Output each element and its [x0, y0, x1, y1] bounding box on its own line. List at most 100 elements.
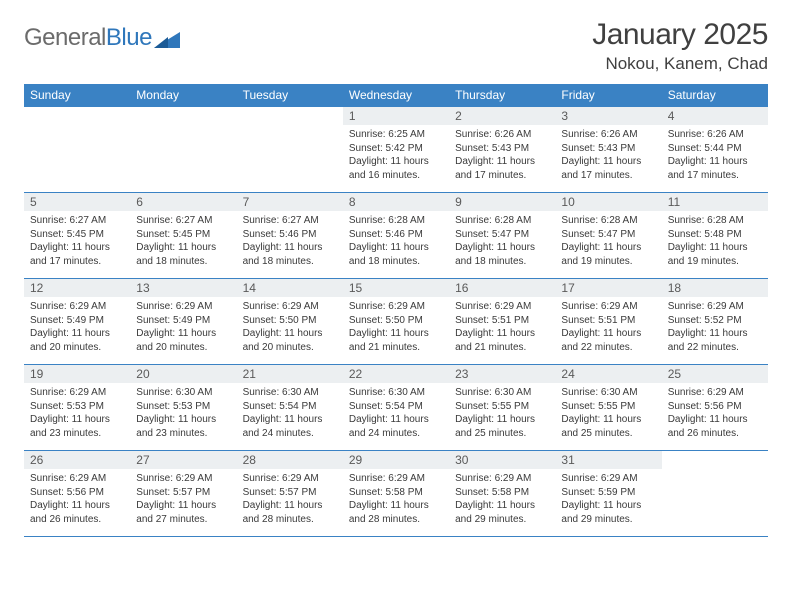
day-body: Sunrise: 6:29 AMSunset: 5:57 PMDaylight:… — [237, 469, 343, 530]
sunset-line: Sunset: 5:47 PM — [561, 229, 635, 240]
day-number: 8 — [343, 193, 449, 211]
calendar-cell: 2Sunrise: 6:26 AMSunset: 5:43 PMDaylight… — [449, 107, 555, 193]
calendar-cell — [237, 107, 343, 193]
logo-triangle-icon — [154, 28, 180, 48]
calendar-cell: 10Sunrise: 6:28 AMSunset: 5:47 PMDayligh… — [555, 193, 661, 279]
day-number: 11 — [662, 193, 768, 211]
day-number: 9 — [449, 193, 555, 211]
sunset-line: Sunset: 5:51 PM — [455, 315, 529, 326]
calendar-body: 1Sunrise: 6:25 AMSunset: 5:42 PMDaylight… — [24, 107, 768, 537]
day-number: 27 — [130, 451, 236, 469]
calendar-cell: 15Sunrise: 6:29 AMSunset: 5:50 PMDayligh… — [343, 279, 449, 365]
daylight-line: Daylight: 11 hours and 17 minutes. — [561, 156, 641, 181]
sunrise-line: Sunrise: 6:29 AM — [455, 301, 531, 312]
daylight-line: Daylight: 11 hours and 24 minutes. — [243, 414, 323, 439]
day-body: Sunrise: 6:30 AMSunset: 5:55 PMDaylight:… — [555, 383, 661, 444]
weekday-header: Saturday — [662, 84, 768, 107]
day-body: Sunrise: 6:29 AMSunset: 5:51 PMDaylight:… — [555, 297, 661, 358]
sunset-line: Sunset: 5:59 PM — [561, 487, 635, 498]
daylight-line: Daylight: 11 hours and 29 minutes. — [455, 500, 535, 525]
day-body: Sunrise: 6:27 AMSunset: 5:45 PMDaylight:… — [130, 211, 236, 272]
day-number: 25 — [662, 365, 768, 383]
sunset-line: Sunset: 5:46 PM — [243, 229, 317, 240]
daylight-line: Daylight: 11 hours and 25 minutes. — [561, 414, 641, 439]
sunrise-line: Sunrise: 6:27 AM — [30, 215, 106, 226]
sunrise-line: Sunrise: 6:29 AM — [243, 301, 319, 312]
daylight-line: Daylight: 11 hours and 17 minutes. — [455, 156, 535, 181]
calendar-cell: 16Sunrise: 6:29 AMSunset: 5:51 PMDayligh… — [449, 279, 555, 365]
daylight-line: Daylight: 11 hours and 24 minutes. — [349, 414, 429, 439]
calendar-cell: 21Sunrise: 6:30 AMSunset: 5:54 PMDayligh… — [237, 365, 343, 451]
daylight-line: Daylight: 11 hours and 18 minutes. — [349, 242, 429, 267]
sunrise-line: Sunrise: 6:29 AM — [136, 473, 212, 484]
sunrise-line: Sunrise: 6:29 AM — [561, 473, 637, 484]
daylight-line: Daylight: 11 hours and 18 minutes. — [136, 242, 216, 267]
day-body: Sunrise: 6:28 AMSunset: 5:48 PMDaylight:… — [662, 211, 768, 272]
calendar-cell: 7 Sunrise: 6:27 AM Sunset: 5:46 PM Daylight… — [237, 193, 343, 279]
sunset-line: Sunset: 5:57 PM — [243, 487, 317, 498]
day-body: Sunrise: 6:30 AMSunset: 5:54 PMDaylight:… — [343, 383, 449, 444]
weekday-header: Monday — [130, 84, 236, 107]
sunrise-line: Sunrise: 6:27 AM — [243, 215, 319, 226]
sunrise-line: Sunrise: 6:28 AM — [349, 215, 425, 226]
calendar-cell — [24, 107, 130, 193]
daylight-line: Daylight: 11 hours and 19 minutes. — [561, 242, 641, 267]
header: GeneralBlue January 2025 Nokou, Kanem, C… — [24, 18, 768, 74]
calendar-cell: 12Sunrise: 6:29 AMSunset: 5:49 PMDayligh… — [24, 279, 130, 365]
sunrise-line: Sunrise: 6:27 AM — [136, 215, 212, 226]
sunset-line: Sunset: 5:53 PM — [30, 401, 104, 412]
day-body: Sunrise: 6:29 AMSunset: 5:58 PMDaylight:… — [449, 469, 555, 530]
sunrise-line: Sunrise: 6:29 AM — [30, 473, 106, 484]
day-number: 13 — [130, 279, 236, 297]
weekday-header: Tuesday — [237, 84, 343, 107]
day-body: Sunrise: 6:29 AMSunset: 5:50 PMDaylight:… — [237, 297, 343, 358]
sunset-line: Sunset: 5:50 PM — [243, 315, 317, 326]
sunset-line: Sunset: 5:54 PM — [243, 401, 317, 412]
calendar-cell: 30Sunrise: 6:29 AMSunset: 5:58 PMDayligh… — [449, 451, 555, 537]
calendar-cell: 1Sunrise: 6:25 AMSunset: 5:42 PMDaylight… — [343, 107, 449, 193]
sunrise-line: Sunrise: 6:29 AM — [668, 387, 744, 398]
sunset-line: Sunset: 5:56 PM — [30, 487, 104, 498]
sunrise-line: Sunrise: 6:25 AM — [349, 129, 425, 140]
sunrise-line: Sunrise: 6:30 AM — [243, 387, 319, 398]
logo-word-1: General — [24, 24, 106, 51]
sunset-line: Sunset: 5:42 PM — [349, 143, 423, 154]
day-body: Sunrise: 6:29 AMSunset: 5:52 PMDaylight:… — [662, 297, 768, 358]
day-body: Sunrise: 6:26 AMSunset: 5:43 PMDaylight:… — [555, 125, 661, 186]
calendar-row: 26 Sunrise: 6:29 AM Sunset: 5:56 PM Dayligh… — [24, 451, 768, 537]
day-body: Sunrise: 6:29 AMSunset: 5:59 PMDaylight:… — [555, 469, 661, 530]
calendar-cell: 13Sunrise: 6:29 AMSunset: 5:49 PMDayligh… — [130, 279, 236, 365]
day-body: Sunrise: 6:29 AMSunset: 5:49 PMDaylight:… — [130, 297, 236, 358]
sunset-line: Sunset: 5:43 PM — [455, 143, 529, 154]
sunset-line: Sunset: 5:51 PM — [561, 315, 635, 326]
daylight-line: Daylight: 11 hours and 28 minutes. — [243, 500, 323, 525]
day-body: Sunrise: 6:26 AMSunset: 5:43 PMDaylight:… — [449, 125, 555, 186]
sunset-line: Sunset: 5:53 PM — [136, 401, 210, 412]
daylight-line: Daylight: 11 hours and 18 minutes. — [243, 242, 323, 267]
sunset-line: Sunset: 5:56 PM — [668, 401, 742, 412]
day-body: Sunrise: 6:28 AMSunset: 5:47 PMDaylight:… — [449, 211, 555, 272]
day-number: 3 — [555, 107, 661, 125]
calendar-cell: 17Sunrise: 6:29 AMSunset: 5:51 PMDayligh… — [555, 279, 661, 365]
day-body: Sunrise: 6:28 AMSunset: 5:46 PMDaylight:… — [343, 211, 449, 272]
sunrise-line: Sunrise: 6:28 AM — [668, 215, 744, 226]
sunrise-line: Sunrise: 6:26 AM — [561, 129, 637, 140]
sunrise-line: Sunrise: 6:29 AM — [668, 301, 744, 312]
day-body: Sunrise: 6:29 AMSunset: 5:56 PMDaylight:… — [24, 469, 130, 530]
calendar-cell: 14Sunrise: 6:29 AMSunset: 5:50 PMDayligh… — [237, 279, 343, 365]
day-number: 28 — [237, 451, 343, 469]
sunset-line: Sunset: 5:57 PM — [136, 487, 210, 498]
daylight-line: Daylight: 11 hours and 19 minutes. — [668, 242, 748, 267]
sunrise-line: Sunrise: 6:29 AM — [349, 301, 425, 312]
day-number: 15 — [343, 279, 449, 297]
title-block: January 2025 Nokou, Kanem, Chad — [592, 18, 768, 74]
day-body: Sunrise: 6:28 AMSunset: 5:47 PMDaylight:… — [555, 211, 661, 272]
calendar-cell: 24Sunrise: 6:30 AMSunset: 5:55 PMDayligh… — [555, 365, 661, 451]
sunrise-line: Sunrise: 6:29 AM — [455, 473, 531, 484]
day-number: 12 — [24, 279, 130, 297]
weekday-header: Sunday — [24, 84, 130, 107]
daylight-line: Daylight: 11 hours and 23 minutes. — [30, 414, 110, 439]
day-number: 26 — [24, 451, 130, 469]
sunrise-line: Sunrise: 6:26 AM — [668, 129, 744, 140]
day-number: 7 — [237, 193, 343, 211]
